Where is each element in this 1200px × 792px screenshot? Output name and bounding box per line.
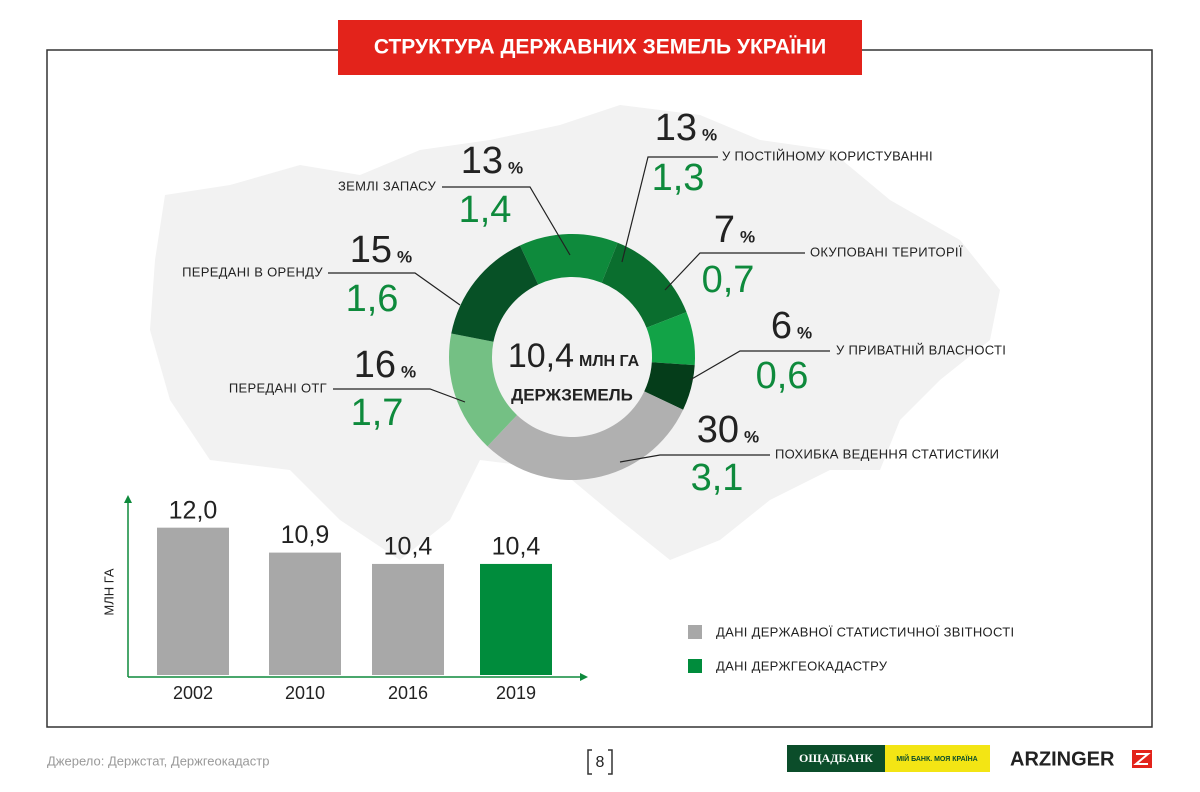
segment-percent: 6: [771, 305, 792, 347]
x-arrow: [580, 673, 588, 681]
segment-percent: 7: [714, 209, 735, 251]
segment-name: У ПРИВАТНІЙ ВЛАСНОСТІ: [836, 342, 1006, 357]
bar: [480, 563, 552, 675]
percent-unit: %: [397, 247, 412, 266]
bar: [269, 552, 341, 675]
center-caption: ДЕРЖЗЕМЕЛЬ: [511, 385, 633, 404]
leader-line: [442, 186, 571, 256]
leader-line: [328, 272, 461, 306]
donut-segment: [646, 312, 695, 366]
partner-logo: ARZINGER: [1010, 748, 1115, 770]
donut-segment: [487, 391, 684, 480]
bank-slogan: МІЙ БАНК. МОЯ КРАЇНА: [896, 754, 977, 763]
segment-percent: 13: [461, 140, 503, 182]
donut-segment: [601, 242, 687, 328]
segment-percent: 15: [350, 229, 392, 271]
segment-area: 1,4: [459, 189, 512, 231]
leader-line: [333, 388, 466, 403]
percent-unit: %: [740, 227, 755, 246]
segment-percent: 16: [354, 344, 396, 386]
segment-name: ПОХИБКА ВЕДЕННЯ СТАТИСТИКИ: [775, 446, 999, 461]
donut-segment: [451, 245, 539, 342]
legend-swatch: [688, 625, 702, 639]
segment-name: ПЕРЕДАНІ ОТГ: [229, 380, 327, 395]
segment-area: 0,6: [756, 355, 809, 397]
partner-icon-mark: [1133, 753, 1151, 765]
center-value: 10,4: [508, 337, 574, 375]
segment-area: 1,7: [351, 392, 404, 434]
donut-segment: [520, 234, 618, 285]
y-arrow: [124, 495, 132, 503]
x-tick-label: 2002: [173, 683, 213, 703]
percent-unit: %: [508, 158, 523, 177]
percent-unit: %: [401, 362, 416, 381]
segment-name: ПЕРЕДАНІ В ОРЕНДУ: [182, 264, 323, 279]
legend-label: ДАНІ ДЕРЖАВНОЇ СТАТИСТИЧНОЇ ЗВІТНОСТІ: [716, 624, 1014, 639]
percent-unit: %: [797, 323, 812, 342]
bar-value-label: 10,4: [492, 533, 541, 561]
bank-name: ОЩАДБАНК: [799, 751, 873, 765]
segment-percent: 30: [697, 409, 739, 451]
x-tick-label: 2010: [285, 683, 325, 703]
segment-percent: 13: [655, 107, 697, 149]
title: СТРУКТУРА ДЕРЖАВНИХ ЗЕМЕЛЬ УКРАЇНИ: [374, 36, 826, 59]
x-tick-label: 2019: [496, 683, 536, 703]
source: Джерело: Держстат, Держгеокадастр: [47, 753, 269, 768]
percent-unit: %: [702, 125, 717, 144]
bar-value-label: 10,9: [281, 521, 330, 549]
title-box: [338, 20, 862, 75]
donut-segment: [449, 333, 518, 447]
bar-value-label: 10,4: [384, 533, 433, 561]
segment-name: ОКУПОВАНІ ТЕРИТОРІЇ: [810, 244, 963, 259]
segment-name: ЗЕМЛІ ЗАПАСУ: [338, 178, 436, 193]
legend-label: ДАНІ ДЕРЖГЕОКАДАСТРУ: [716, 658, 888, 673]
legend-swatch: [688, 659, 702, 673]
percent-unit: %: [744, 427, 759, 446]
segment-area: 1,6: [346, 278, 399, 320]
bar-value-label: 12,0: [169, 496, 218, 524]
segment-area: 0,7: [702, 259, 755, 301]
center-unit: МЛН ГА: [579, 353, 640, 370]
bank-logo: [787, 745, 885, 772]
leader-line: [619, 454, 770, 463]
bank-slogan-box: [885, 745, 990, 772]
page-bracket: [587, 749, 613, 775]
page-number: 8: [596, 754, 605, 771]
leader-line: [664, 252, 805, 291]
bar: [157, 527, 229, 675]
leader-line: [689, 350, 830, 381]
segment-area: 1,3: [652, 157, 705, 199]
donut-segment: [644, 362, 695, 410]
map-background: [150, 105, 1000, 560]
y-axis-label: МЛН ГА: [101, 568, 116, 616]
segment-name: У ПОСТІЙНОМУ КОРИСТУВАННІ: [722, 148, 933, 163]
segment-area: 3,1: [691, 457, 744, 499]
leader-line: [621, 156, 718, 263]
bar: [372, 563, 444, 675]
x-tick-label: 2016: [388, 683, 428, 703]
